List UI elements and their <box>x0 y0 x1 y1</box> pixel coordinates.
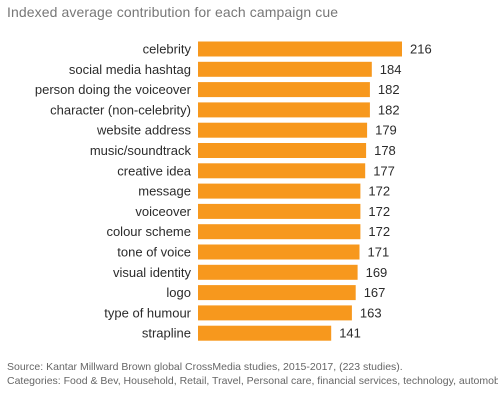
bar-social-media-hashtag <box>198 61 372 77</box>
bar-creative-idea <box>198 163 366 179</box>
bar-colour-scheme <box>198 224 361 240</box>
bar-website-address <box>198 122 368 138</box>
bar-celebrity <box>198 41 402 57</box>
categories-note: Categories: Food & Bev, Household, Retai… <box>7 375 498 387</box>
category-label: person doing the voiceover <box>35 82 192 97</box>
chart-title: Indexed average contribution for each ca… <box>7 4 339 20</box>
category-label: message <box>138 184 191 199</box>
bar-logo <box>198 285 356 301</box>
value-label: 216 <box>410 42 432 57</box>
category-label: colour scheme <box>106 224 191 239</box>
value-label: 182 <box>378 102 400 117</box>
bar-tone-of-voice <box>198 244 360 260</box>
value-label: 172 <box>368 204 390 219</box>
value-label: 172 <box>368 184 390 199</box>
category-label: character (non-celebrity) <box>50 102 191 117</box>
category-label: strapline <box>142 326 191 341</box>
value-label: 163 <box>360 305 382 320</box>
category-label: type of humour <box>104 305 191 320</box>
bar-message <box>198 183 361 199</box>
value-label: 184 <box>380 62 402 77</box>
value-label: 172 <box>368 224 390 239</box>
value-label: 177 <box>373 163 395 178</box>
bar-visual-identity <box>198 264 358 280</box>
bar-type-of-humour <box>198 305 352 321</box>
category-label: website address <box>96 123 191 138</box>
category-label: social media hashtag <box>69 62 191 77</box>
category-label: music/soundtrack <box>90 143 192 158</box>
value-label: 169 <box>366 265 388 280</box>
category-label: visual identity <box>113 265 192 280</box>
category-label: logo <box>166 285 191 300</box>
value-label: 182 <box>378 82 400 97</box>
category-label: voiceover <box>135 204 191 219</box>
source-note: Source: Kantar Millward Brown global Cro… <box>7 361 403 373</box>
value-label: 171 <box>368 245 390 260</box>
category-label: tone of voice <box>117 245 191 260</box>
bar-character-non-celebrity <box>198 102 370 118</box>
chart-footer: Source: Kantar Millward Brown global Cro… <box>7 360 498 388</box>
bar-music-soundtrack <box>198 143 367 158</box>
bar-person-doing-the-voiceover <box>198 82 370 98</box>
value-label: 167 <box>364 285 386 300</box>
value-label: 178 <box>374 143 396 158</box>
bar-strapline <box>198 325 332 341</box>
value-label: 141 <box>339 326 361 341</box>
category-label: celebrity <box>143 42 192 57</box>
bar-voiceover <box>198 203 361 219</box>
value-label: 179 <box>375 123 397 138</box>
category-label: creative idea <box>117 163 191 178</box>
